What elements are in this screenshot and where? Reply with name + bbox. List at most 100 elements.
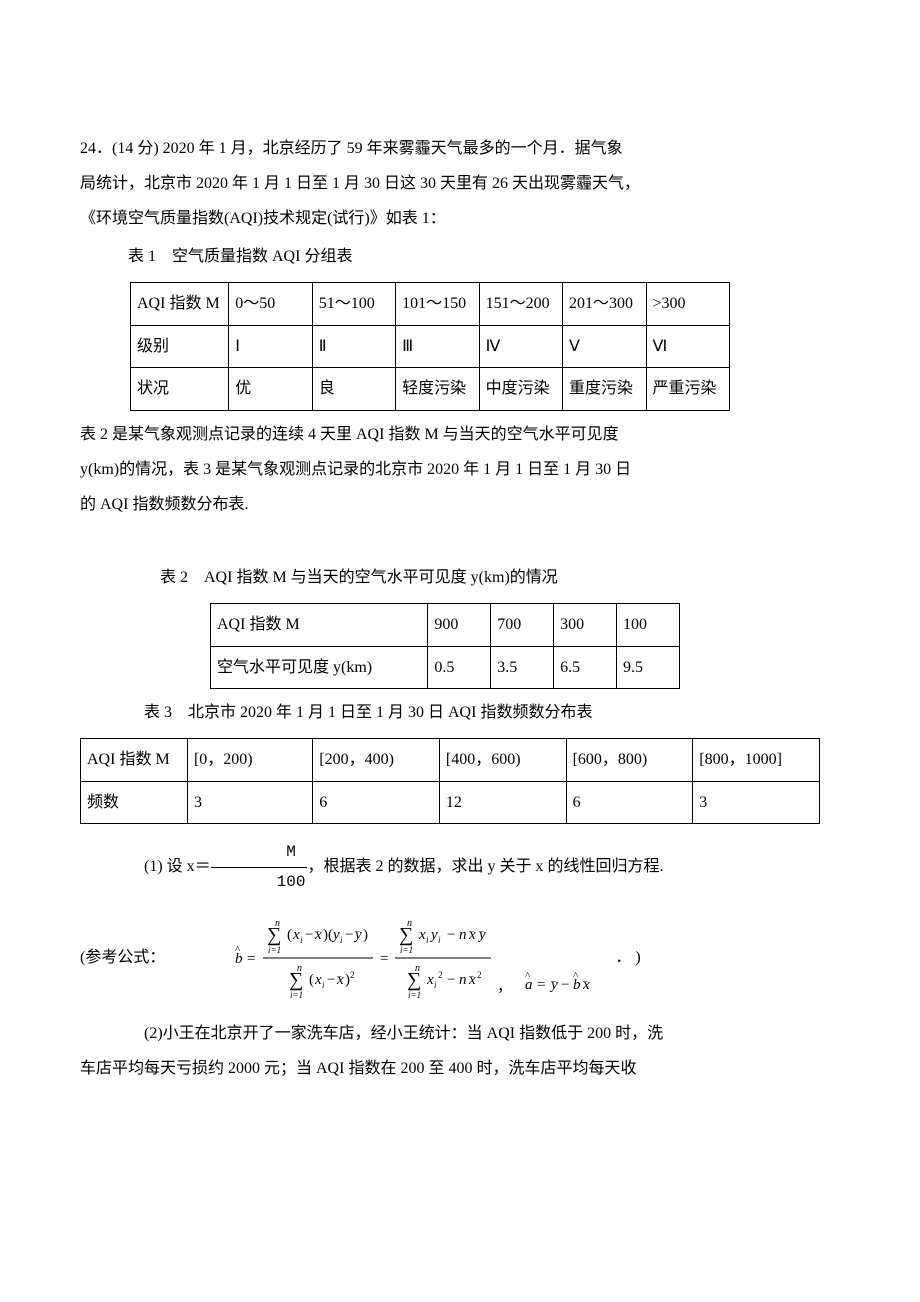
svg-text:_: _ bbox=[468, 923, 474, 933]
svg-text:−: − bbox=[447, 927, 455, 943]
table-cell: 300 bbox=[554, 603, 617, 646]
q1-suffix: ，根据表 2 的数据，求出 y 关于 x 的线性回归方程. bbox=[307, 858, 663, 875]
table-cell: Ⅱ bbox=[312, 325, 395, 368]
table-cell: 6 bbox=[313, 781, 440, 824]
table-cell: 6.5 bbox=[554, 646, 617, 689]
fraction-numerator: M bbox=[211, 838, 308, 868]
question-1: (1) 设 x＝M100，根据表 2 的数据，求出 y 关于 x 的线性回归方程… bbox=[80, 838, 840, 897]
svg-text:^: ^ bbox=[573, 970, 579, 982]
regression-formula-svg: b ^ = n ∑ i=1 (xi − x_ )(yi − y_ ) n ∑ bbox=[235, 911, 615, 1006]
svg-text:−: − bbox=[345, 927, 353, 943]
fraction-denominator: 100 bbox=[211, 868, 308, 897]
table-cell: 12 bbox=[439, 781, 566, 824]
svg-text:_: _ bbox=[354, 923, 360, 933]
svg-text:i: i bbox=[300, 935, 303, 945]
svg-text:i=1: i=1 bbox=[268, 945, 281, 955]
svg-text:∑: ∑ bbox=[399, 924, 413, 946]
svg-text:i=1: i=1 bbox=[400, 945, 413, 955]
mid-line-2: y(km)的情况，表 3 是某气象观测点记录的北京市 2020 年 1 月 1 … bbox=[80, 456, 840, 485]
svg-text:x: x bbox=[426, 972, 434, 988]
table-cell: Ⅰ bbox=[229, 325, 312, 368]
table-cell: 6 bbox=[566, 781, 693, 824]
table-cell: 201～300 bbox=[563, 283, 646, 326]
table-cell: 700 bbox=[491, 603, 554, 646]
svg-text:x: x bbox=[314, 972, 322, 988]
table-row: 状况 优 良 轻度污染 中度污染 重度污染 严重污染 bbox=[131, 368, 730, 411]
svg-text:_: _ bbox=[582, 973, 588, 983]
table-cell: 重度污染 bbox=[563, 368, 646, 411]
table-cell: 0～50 bbox=[229, 283, 312, 326]
table-row: 空气水平可见度 y(km) 0.5 3.5 6.5 9.5 bbox=[211, 646, 680, 689]
table-row: AQI 指数 M 900 700 300 100 bbox=[211, 603, 680, 646]
svg-text:^: ^ bbox=[235, 944, 241, 956]
table-cell: 严重污染 bbox=[646, 368, 730, 411]
svg-text:i: i bbox=[438, 935, 441, 945]
table-cell: >300 bbox=[646, 283, 730, 326]
table2-visibility: AQI 指数 M 900 700 300 100 空气水平可见度 y(km) 0… bbox=[210, 603, 680, 689]
svg-text:2: 2 bbox=[350, 970, 355, 980]
svg-text:=: = bbox=[537, 977, 545, 993]
q1-prefix: (1) 设 x＝ bbox=[144, 858, 211, 875]
table3-caption: 表 3 北京市 2020 年 1 月 1 日至 1 月 30 日 AQI 指数频… bbox=[80, 699, 840, 728]
question-2-line-1: (2)小王在北京开了一家洗车店，经小王统计：当 AQI 指数低于 200 时，洗 bbox=[80, 1020, 840, 1049]
formula-prefix: (参考公式： bbox=[80, 944, 165, 973]
intro-line-2: 局统计，北京市 2020 年 1 月 1 日至 1 月 30 日这 30 天里有… bbox=[80, 170, 840, 199]
table-cell: 轻度污染 bbox=[396, 368, 479, 411]
svg-text:i=1: i=1 bbox=[290, 990, 303, 1000]
table-cell: Ⅵ bbox=[646, 325, 730, 368]
svg-text:)(: )( bbox=[323, 927, 333, 943]
table-cell: [600，800) bbox=[566, 738, 693, 781]
svg-text:∑: ∑ bbox=[267, 924, 281, 946]
svg-text:，: ， bbox=[497, 979, 512, 995]
table1-caption: 表 1 空气质量指数 AQI 分组表 bbox=[80, 243, 840, 272]
page-container: 24．(14 分) 2020 年 1 月，北京经历了 59 年来雾霾天气最多的一… bbox=[0, 0, 920, 1149]
formula-suffix: ． ) bbox=[615, 944, 640, 973]
svg-text:∑: ∑ bbox=[289, 969, 303, 991]
table-cell: 0.5 bbox=[428, 646, 491, 689]
table-cell: 空气水平可见度 y(km) bbox=[211, 646, 428, 689]
mid-line-3: 的 AQI 指数频数分布表. bbox=[80, 491, 840, 520]
svg-text:i: i bbox=[340, 935, 343, 945]
table-cell: 频数 bbox=[81, 781, 188, 824]
svg-text:∑: ∑ bbox=[407, 969, 421, 991]
table-row: AQI 指数 M [0，200) [200，400) [400，600) [60… bbox=[81, 738, 820, 781]
table-cell: Ⅲ bbox=[396, 325, 479, 368]
table-cell: 9.5 bbox=[617, 646, 680, 689]
svg-text:−: − bbox=[305, 927, 313, 943]
svg-text:_: _ bbox=[550, 973, 556, 983]
table-cell: AQI 指数 M bbox=[131, 283, 229, 326]
svg-text:2: 2 bbox=[438, 970, 443, 980]
svg-text:i: i bbox=[322, 980, 325, 990]
svg-text:_: _ bbox=[478, 923, 484, 933]
table-cell: AQI 指数 M bbox=[81, 738, 188, 781]
svg-text:x: x bbox=[418, 927, 426, 943]
svg-text:−: − bbox=[447, 972, 455, 988]
table-cell: AQI 指数 M bbox=[211, 603, 428, 646]
table-cell: 状况 bbox=[131, 368, 229, 411]
table-cell: Ⅳ bbox=[479, 325, 562, 368]
svg-text:_: _ bbox=[314, 923, 320, 933]
table2-caption: 表 2 AQI 指数 M 与当天的空气水平可见度 y(km)的情况 bbox=[80, 564, 840, 593]
svg-text:2: 2 bbox=[477, 970, 482, 980]
table-row: AQI 指数 M 0～50 51～100 101～150 151～200 201… bbox=[131, 283, 730, 326]
svg-text:x: x bbox=[292, 927, 300, 943]
table-row: 级别 Ⅰ Ⅱ Ⅲ Ⅳ Ⅴ Ⅵ bbox=[131, 325, 730, 368]
table-cell: [200，400) bbox=[313, 738, 440, 781]
svg-text:y: y bbox=[429, 927, 438, 943]
svg-text:): ) bbox=[363, 927, 368, 943]
table-cell: 151～200 bbox=[479, 283, 562, 326]
intro-line-1: 24．(14 分) 2020 年 1 月，北京经历了 59 年来雾霾天气最多的一… bbox=[80, 135, 840, 164]
table-cell: [0，200) bbox=[187, 738, 312, 781]
svg-text:_: _ bbox=[336, 968, 342, 978]
svg-text:(: ( bbox=[309, 972, 314, 988]
table-cell: 良 bbox=[312, 368, 395, 411]
table-cell: [400，600) bbox=[439, 738, 566, 781]
table-cell: 级别 bbox=[131, 325, 229, 368]
table-cell: 100 bbox=[617, 603, 680, 646]
reference-formula: (参考公式： b ^ = n ∑ i=1 (xi − x_ )(yi − y_ … bbox=[80, 911, 840, 1006]
svg-text:^: ^ bbox=[525, 970, 531, 982]
mid-line-1: 表 2 是某气象观测点记录的连续 4 天里 AQI 指数 M 与当天的空气水平可… bbox=[80, 421, 840, 450]
table1-aqi-groups: AQI 指数 M 0～50 51～100 101～150 151～200 201… bbox=[130, 282, 730, 411]
table-cell: 3 bbox=[693, 781, 820, 824]
table-row: 频数 3 6 12 6 3 bbox=[81, 781, 820, 824]
